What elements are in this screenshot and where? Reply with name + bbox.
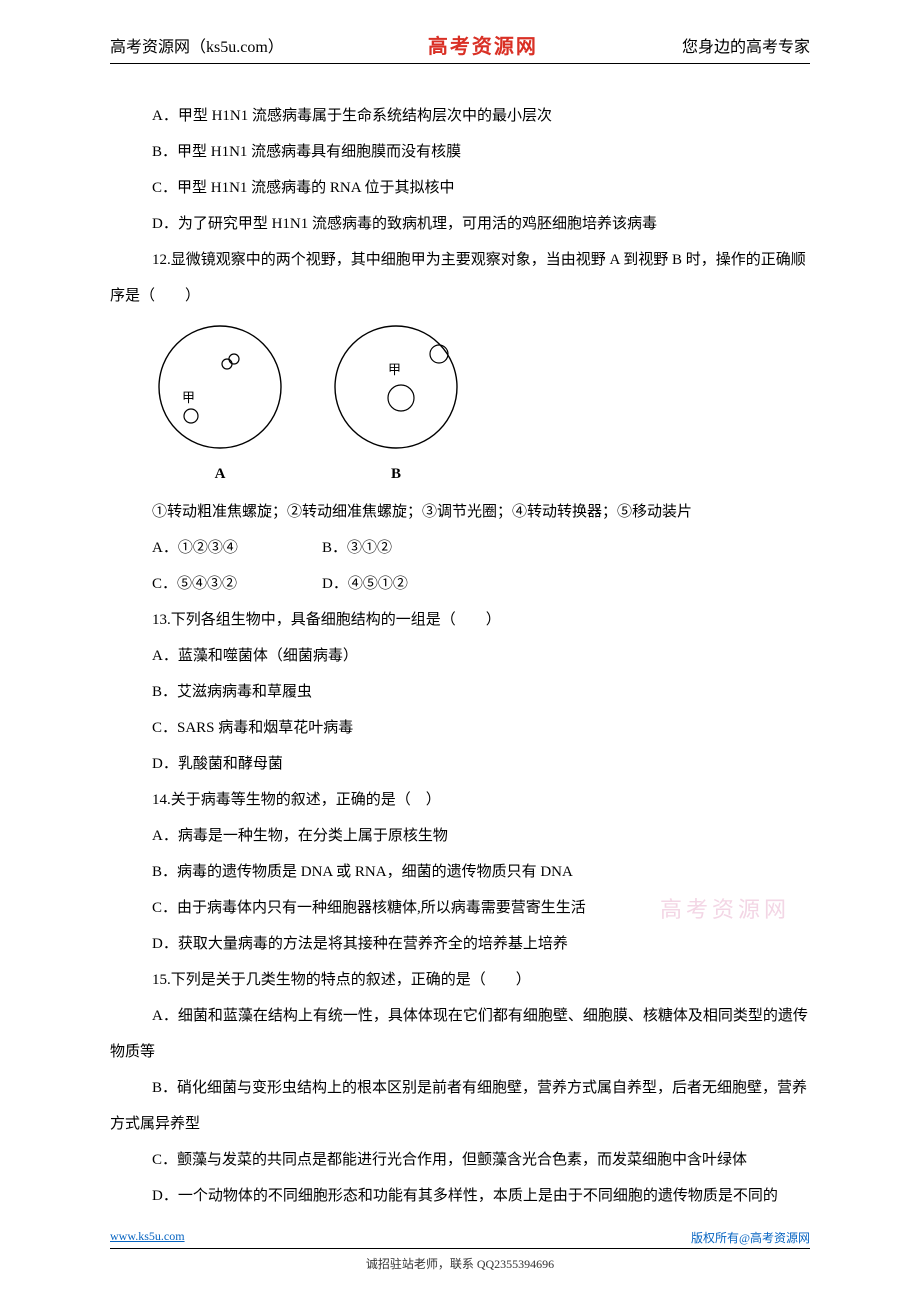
- q12-option-d: D．④⑤①②: [322, 566, 492, 602]
- q11-option-d: D．为了研究甲型 H1N1 流感病毒的致病机理，可用活的鸡胚细胞培养该病毒: [110, 206, 810, 242]
- q13-option-a: A．蓝藻和噬菌体（细菌病毒）: [110, 638, 810, 674]
- q14-stem: 14.关于病毒等生物的叙述，正确的是（ ）: [110, 782, 810, 818]
- page-header: 高考资源网（ks5u.com） 高考资源网 您身边的高考专家: [110, 30, 810, 64]
- footer-contact: 诚招驻站老师，联系 QQ2355394696: [110, 1255, 810, 1272]
- q13-option-c: C．SARS 病毒和烟草花叶病毒: [110, 710, 810, 746]
- q12-diagram: 甲 A 甲 B: [110, 324, 810, 492]
- q12-option-a: A．①②③④: [152, 530, 322, 566]
- diagram-b: 甲 B: [326, 324, 466, 492]
- header-title: 高考资源网: [428, 30, 538, 59]
- q14-option-a: A．病毒是一种生物，在分类上属于原核生物: [110, 818, 810, 854]
- main-content: A．甲型 H1N1 流感病毒属于生命系统结构层次中的最小层次 B．甲型 H1N1…: [110, 98, 810, 1214]
- diagram-a: 甲 A: [150, 324, 290, 492]
- q11-option-b: B．甲型 H1N1 流感病毒具有细胞膜而没有核膜: [110, 134, 810, 170]
- footer-copyright: 版权所有@高考资源网: [691, 1229, 810, 1246]
- q13-stem: 13.下列各组生物中，具备细胞结构的一组是（ ）: [110, 602, 810, 638]
- diagram-label-b: B: [391, 456, 401, 492]
- q12-stem: 12.显微镜观察中的两个视野，其中细胞甲为主要观察对象，当由视野 A 到视野 B…: [110, 242, 810, 314]
- q14-option-b: B．病毒的遗传物质是 DNA 或 RNA，细菌的遗传物质只有 DNA: [110, 854, 810, 890]
- q11-option-a: A．甲型 H1N1 流感病毒属于生命系统结构层次中的最小层次: [110, 98, 810, 134]
- footer-link[interactable]: www.ks5u.com: [110, 1229, 185, 1246]
- microscope-view-b: 甲: [326, 324, 466, 454]
- q15-stem: 15.下列是关于几类生物的特点的叙述，正确的是（ ）: [110, 962, 810, 998]
- q15-option-a: A．细菌和蓝藻在结构上有统一性，具体体现在它们都有细胞壁、细胞膜、核糖体及相同类…: [110, 998, 810, 1070]
- q13-option-d: D．乳酸菌和酵母菌: [110, 746, 810, 782]
- q15-option-d: D．一个动物体的不同细胞形态和功能有其多样性，本质上是由于不同细胞的遗传物质是不…: [110, 1178, 810, 1214]
- q12-opts-row2: C．⑤④③② D．④⑤①②: [110, 566, 810, 602]
- q12-option-b: B．③①②: [322, 530, 492, 566]
- q13-option-b: B．艾滋病病毒和草履虫: [110, 674, 810, 710]
- label-jia-a: 甲: [182, 390, 195, 405]
- header-right: 您身边的高考专家: [682, 33, 810, 57]
- q15-option-b: B．硝化细菌与变形虫结构上的根本区别是前者有细胞壁，营养方式属自养型，后者无细胞…: [110, 1070, 810, 1142]
- q14-option-d: D．获取大量病毒的方法是将其接种在营养齐全的培养基上培养: [110, 926, 810, 962]
- diagram-label-a: A: [215, 456, 226, 492]
- q14-option-c: C．由于病毒体内只有一种细胞器核糖体,所以病毒需要营寄生生活: [110, 890, 810, 926]
- microscope-view-a: 甲: [150, 324, 290, 454]
- page-footer: www.ks5u.com 版权所有@高考资源网 诚招驻站老师，联系 QQ2355…: [110, 1229, 810, 1272]
- label-jia-b: 甲: [388, 362, 401, 377]
- q15-option-c: C．颤藻与发菜的共同点是都能进行光合作用，但颤藻含光合色素，而发菜细胞中含叶绿体: [110, 1142, 810, 1178]
- q12-sub: ①转动粗准焦螺旋；②转动细准焦螺旋；③调节光圈；④转动转换器；⑤移动装片: [110, 494, 810, 530]
- q12-opts-row1: A．①②③④ B．③①②: [110, 530, 810, 566]
- q11-option-c: C．甲型 H1N1 流感病毒的 RNA 位于其拟核中: [110, 170, 810, 206]
- q12-option-c: C．⑤④③②: [152, 566, 322, 602]
- header-left: 高考资源网（ks5u.com）: [110, 33, 284, 57]
